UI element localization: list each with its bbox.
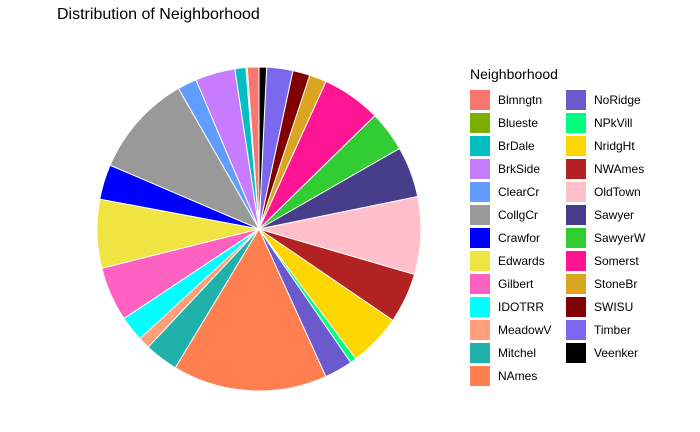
pie-slice-names [174,227,327,392]
legend-key [470,227,490,248]
legend-key [470,296,490,317]
legend-item-mitchel: Mitchel [470,341,566,364]
legend: Neighborhood Blmngtn Blueste BrDale BrkSide… [470,66,662,387]
pie-slice-veenker [258,66,268,230]
legend-key [566,204,586,225]
legend-item-meadowv: MeadowV [470,318,566,341]
legend-key [470,89,490,110]
legend-item-names: NAmes [470,364,566,387]
legend-label: MeadowV [498,322,552,337]
legend-label: BrkSide [498,161,541,176]
legend-item-edwards: Edwards [470,249,566,272]
legend-label: Crawfor [498,230,541,245]
legend-label: SawyerW [594,230,646,245]
legend-key [566,319,586,340]
legend-label: Mitchel [498,345,537,360]
legend-key [566,250,586,271]
legend-item-oldtown: OldTown [566,180,662,203]
legend-key [566,158,586,179]
legend-item-npkvill: NPkVill [566,111,662,134]
legend-item-noridge: NoRidge [566,88,662,111]
legend-item-veenker: Veenker [566,341,662,364]
legend-title: Neighborhood [470,66,558,82]
legend-item-idotrr: IDOTRR [470,295,566,318]
legend-label: NAmes [498,368,538,383]
legend-item-sawyer: Sawyer [566,203,662,226]
legend-key [566,112,586,133]
legend-label: Edwards [498,253,545,268]
legend-item-crawfor: Crawfor [470,226,566,249]
legend-item-somerst: Somerst [566,249,662,272]
legend-key [470,135,490,156]
legend-label: Blmngtn [498,92,543,107]
legend-key [470,342,490,363]
legend-label: Sawyer [594,207,635,222]
legend-key [566,273,586,294]
legend-key [470,250,490,271]
legend-key [470,112,490,133]
legend-label: ClearCr [498,184,540,199]
legend-item-stonebr: StoneBr [566,272,662,295]
legend-item-brkside: BrkSide [470,157,566,180]
legend-item-nridght: NridgHt [566,134,662,157]
legend-label: IDOTRR [498,299,544,314]
legend-item-swisu: SWISU [566,295,662,318]
legend-key [566,181,586,202]
legend-column-1: Blmngtn Blueste BrDale BrkSide ClearCr CollgC… [470,88,566,387]
legend-item-clearcr: ClearCr [470,180,566,203]
legend-key [470,181,490,202]
legend-item-blueste: Blueste [470,111,566,134]
legend-label: NoRidge [594,92,641,107]
legend-key [566,296,586,317]
legend-label: NPkVill [594,115,633,130]
legend-columns: Blmngtn Blueste BrDale BrkSide ClearCr CollgC… [470,88,662,387]
legend-item-timber: Timber [566,318,662,341]
legend-key [470,273,490,294]
legend-key [470,319,490,340]
chart-title: Distribution of Neighborhood [57,6,260,23]
legend-key [566,135,586,156]
legend-label: BrDale [498,138,535,153]
legend-label: Blueste [498,115,539,130]
legend-key [566,342,586,363]
legend-label: StoneBr [594,276,638,291]
legend-item-nwames: NWAmes [566,157,662,180]
legend-key [566,227,586,248]
legend-label: SWISU [594,299,634,314]
legend-item-brdale: BrDale [470,134,566,157]
pie-slice-collgcr [109,87,261,231]
legend-label: Gilbert [498,276,534,291]
legend-item-gilbert: Gilbert [470,272,566,295]
legend-label: CollgCr [498,207,539,222]
legend-label: Somerst [594,253,639,268]
legend-label: NridgHt [594,138,635,153]
legend-item-sawyerw: SawyerW [566,226,662,249]
legend-column-2: NoRidge NPkVill NridgHt NWAmes OldTown Sawyer… [566,88,662,387]
legend-label: Veenker [594,345,639,360]
legend-key [470,204,490,225]
legend-key [470,365,490,386]
pie-slices [96,66,422,392]
legend-key [566,89,586,110]
legend-label: OldTown [594,184,641,199]
legend-label: NWAmes [594,161,645,176]
legend-label: Timber [594,322,631,337]
legend-item-blmngtn: Blmngtn [470,88,566,111]
legend-item-collgcr: CollgCr [470,203,566,226]
legend-key [470,158,490,179]
